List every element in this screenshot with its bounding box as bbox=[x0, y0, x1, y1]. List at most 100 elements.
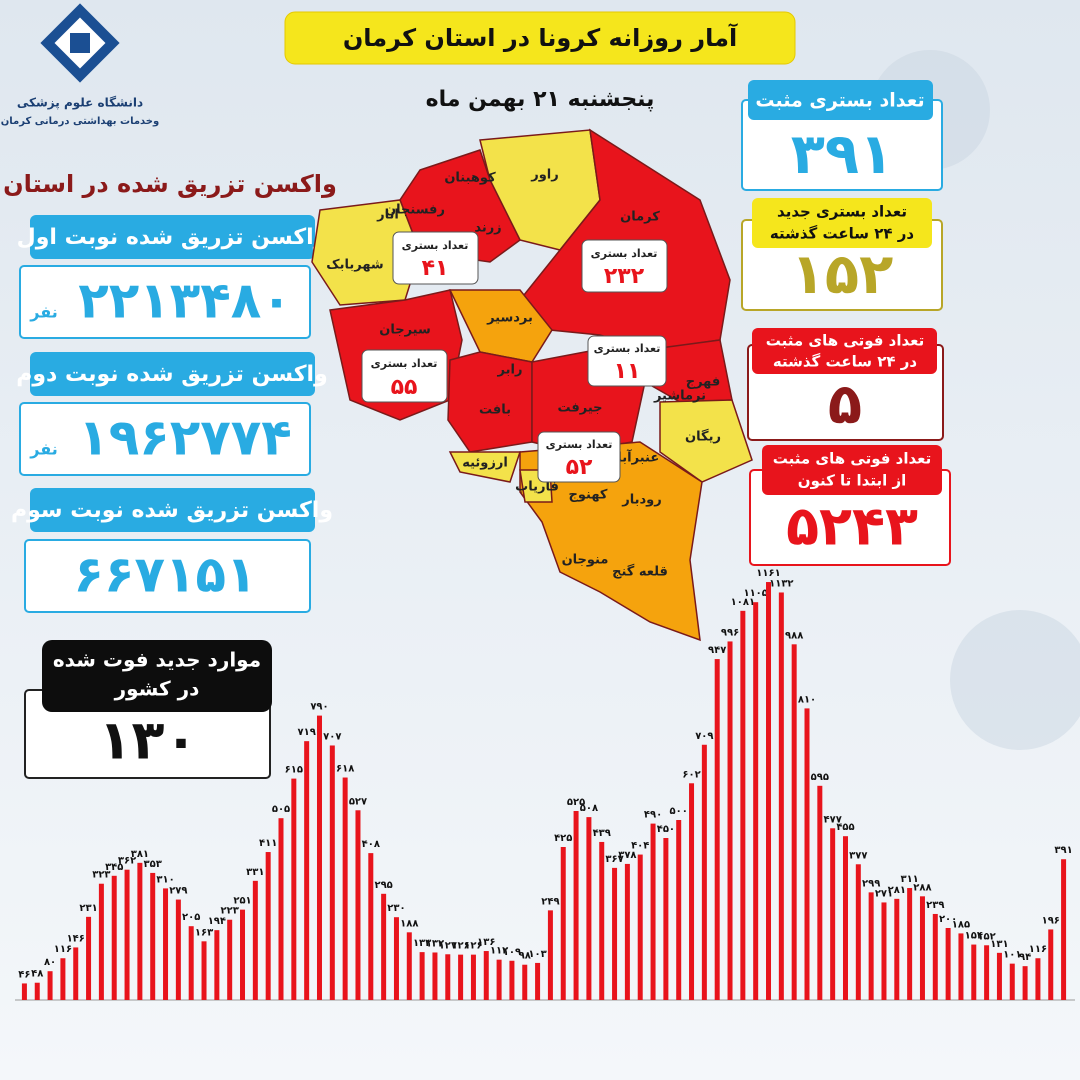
value-label: ۳۳۱ bbox=[246, 867, 264, 878]
bar bbox=[676, 820, 682, 1000]
deaths-value: ۱۳۰ bbox=[99, 709, 198, 772]
bar bbox=[445, 954, 451, 1000]
district: ریگان bbox=[685, 429, 721, 445]
value-label: ۶۱۸ bbox=[336, 764, 354, 775]
value-label: ۱۱۶ bbox=[1029, 944, 1047, 955]
stat-panel: تعداد فوتی های مثبت در ۲۴ ساعت گذشته ۵ bbox=[747, 328, 944, 441]
callout-label: تعداد بستری bbox=[371, 357, 438, 370]
district: ارزوئیه bbox=[462, 456, 508, 471]
org-line: دانشگاه علوم پزشکی bbox=[17, 96, 143, 111]
stat-panel: تعداد بستری مثبت ۳۹۱ bbox=[741, 80, 943, 191]
callout-value: ۲۳۲ bbox=[604, 264, 645, 289]
value-label: ۱۴۶ bbox=[67, 933, 85, 944]
bar bbox=[278, 818, 284, 1000]
bar bbox=[419, 952, 425, 1000]
district: انار bbox=[376, 208, 399, 223]
stat-value: ۵ bbox=[828, 372, 862, 437]
value-label: ۱۵۴ bbox=[965, 931, 983, 942]
bar bbox=[355, 810, 361, 1000]
dose-value: ۲۲۱۳۴۸۰ bbox=[78, 272, 292, 330]
bar bbox=[60, 958, 66, 1000]
district: رابر bbox=[497, 363, 523, 378]
bar bbox=[650, 823, 656, 1000]
deaths-label: در کشور bbox=[114, 677, 200, 701]
bar bbox=[907, 888, 913, 1000]
bar bbox=[291, 778, 297, 1000]
bar bbox=[163, 888, 169, 1000]
value-label: ۴۲۵ bbox=[554, 833, 572, 844]
bar bbox=[496, 959, 502, 1000]
callout-value: ۵۵ bbox=[391, 375, 418, 400]
callout-value: ۵۲ bbox=[566, 455, 593, 480]
bar bbox=[1048, 929, 1054, 1000]
bar bbox=[124, 869, 130, 1000]
value-label: ۲۷۱ bbox=[875, 888, 893, 899]
value-label: ۶۱۵ bbox=[285, 765, 303, 776]
value-label: ۴۵۰ bbox=[657, 824, 675, 835]
callout-label: تعداد بستری bbox=[594, 342, 661, 355]
bar bbox=[842, 836, 848, 1000]
value-label: ۵۲۵ bbox=[567, 797, 585, 808]
value-label: ۳۵۳ bbox=[144, 859, 162, 870]
stat-label: تعداد فوتی های مثبت bbox=[773, 450, 932, 468]
value-label: ۲۰۰ bbox=[939, 914, 957, 925]
value-label: ۳۱۱ bbox=[900, 874, 918, 885]
bar bbox=[753, 602, 759, 1000]
value-label: ۱۰۱ bbox=[1003, 950, 1021, 961]
value-label: ۴۳۹ bbox=[593, 828, 611, 839]
bar bbox=[1022, 966, 1028, 1000]
bar bbox=[329, 745, 335, 1000]
dose-panel: واکسن تزریق شده نوبت اول ۲۲۱۳۴۸۰ نفر bbox=[17, 215, 327, 339]
value-label: ۲۳۰ bbox=[387, 903, 405, 914]
district: کوهبنان bbox=[444, 171, 496, 186]
value-label: ۳۸۱ bbox=[131, 849, 149, 860]
bar bbox=[252, 880, 258, 1000]
bar bbox=[868, 892, 874, 1000]
bar bbox=[214, 930, 220, 1000]
bar bbox=[727, 641, 733, 1000]
value-label: ۴۰۸ bbox=[362, 839, 380, 850]
value-label: ۱۳۳ bbox=[413, 938, 431, 949]
district: رودبار bbox=[621, 493, 661, 508]
value-label: ۱۲۶ bbox=[464, 941, 482, 952]
bar bbox=[368, 853, 374, 1000]
stat-value: ۵۲۴۳ bbox=[786, 495, 918, 558]
bar bbox=[509, 960, 515, 1000]
callout: تعداد بستری ۱۱ bbox=[587, 335, 667, 387]
bar bbox=[766, 582, 772, 1000]
value-label: ۲۸۱ bbox=[888, 885, 906, 896]
bar-chart: ۴۶ ۴۸۸۰۱۱۶۱۴۶۲۳۱۳۲۳۳۴۵۳۶۲۳۸۱۳۵۳۳۱۰۲۷۹۲۰۵۱… bbox=[18, 568, 1073, 1000]
bar bbox=[342, 777, 348, 1000]
value-label: ۱۰۹ bbox=[503, 947, 521, 958]
dose-panel: واکسن تزریق شده نوبت دوم ۱۹۶۲۷۷۴ نفر bbox=[16, 352, 328, 476]
district: منوجان bbox=[562, 553, 609, 568]
bar bbox=[971, 944, 977, 1000]
bar bbox=[1035, 958, 1041, 1000]
bar bbox=[150, 872, 156, 1000]
bar bbox=[958, 933, 964, 1000]
value-label: ۱۰۸۱ bbox=[731, 597, 755, 608]
bar bbox=[637, 854, 643, 1000]
bar bbox=[984, 945, 990, 1000]
bar bbox=[855, 864, 861, 1000]
value-label: ۲۹۵ bbox=[374, 880, 392, 891]
value-label: ۳۶۷ bbox=[605, 854, 623, 865]
value-label: ۲۵۱ bbox=[233, 896, 251, 907]
bar bbox=[86, 916, 92, 1000]
bar bbox=[240, 909, 246, 1000]
value-label: ۲۳۱ bbox=[79, 903, 97, 914]
value-label: ۸۰ bbox=[44, 957, 56, 968]
value-label: ۳۴۵ bbox=[105, 862, 123, 873]
dose-label: واکسن تزریق شده نوبت سوم bbox=[11, 498, 333, 523]
stat-label: تعداد بستری جدید bbox=[777, 203, 907, 221]
bar bbox=[188, 926, 194, 1000]
value-label: ۲۲۳ bbox=[221, 906, 239, 917]
value-label: ۵۲۷ bbox=[349, 796, 367, 807]
value-label: ۱۳۱ bbox=[990, 939, 1008, 950]
bar bbox=[175, 899, 181, 1000]
value-label: ۱۵۲ bbox=[977, 931, 995, 942]
callout: تعداد بستری ۵۲ bbox=[537, 431, 621, 483]
value-label: ۲۳۹ bbox=[926, 900, 944, 911]
value-label: ۴۹۰ bbox=[644, 810, 662, 821]
bar bbox=[201, 941, 207, 1000]
